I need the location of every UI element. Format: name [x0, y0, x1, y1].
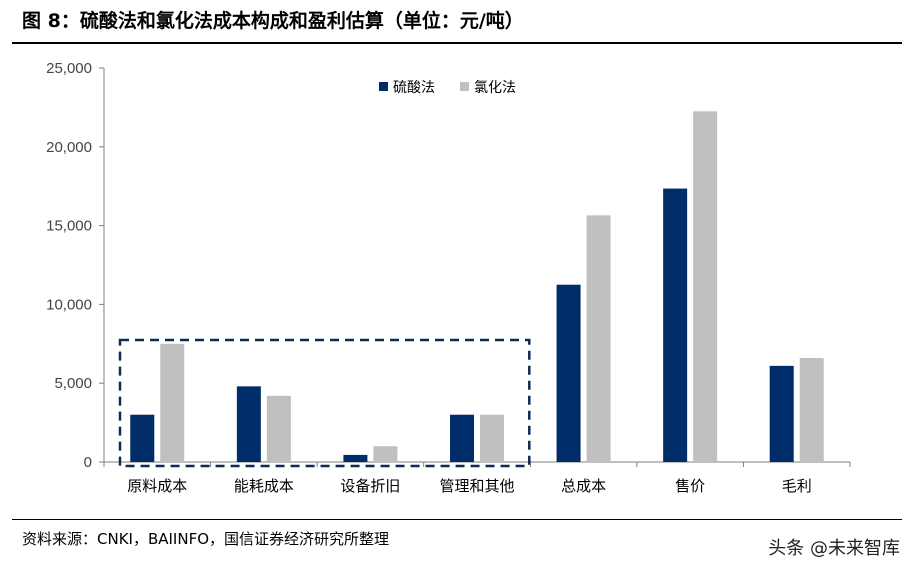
y-tick-label: 15,000: [46, 218, 92, 235]
bar-series2: [373, 446, 398, 462]
bar-series2: [586, 215, 611, 462]
bar-series1: [130, 414, 155, 462]
x-category-label: 管理和其他: [439, 477, 514, 495]
bar-series1: [343, 454, 368, 462]
bar-series1: [450, 414, 474, 462]
x-category-label: 原料成本: [127, 477, 187, 495]
x-category-label: 总成本: [561, 477, 606, 495]
bar-series1: [663, 188, 688, 462]
bar-series1: [236, 386, 261, 462]
bar-series2: [799, 357, 824, 462]
bar-series1: [769, 365, 794, 462]
y-tick-label: 20,000: [46, 139, 92, 156]
y-tick-label: 10,000: [46, 296, 92, 313]
bar-chart: 0 5,000 10,000 15,000 20,000 25,000 原料成本 能耗成本 设备…: [46, 60, 851, 495]
source-note: 资料来源：CNKI，BAIINFO，国信证券经济研究所整理: [22, 530, 390, 548]
bar-series2: [480, 414, 504, 462]
y-tick-label: 0: [84, 454, 92, 471]
legend-swatch: [460, 82, 469, 91]
bar-series2: [693, 111, 718, 462]
x-category-label: 能耗成本: [234, 477, 294, 495]
watermark: 头条 @未来智库: [768, 538, 900, 559]
y-tick-label: 25,000: [46, 60, 92, 77]
legend-swatch: [379, 82, 388, 91]
x-category-label: 设备折旧: [340, 477, 400, 495]
x-category-label: 售价: [675, 477, 705, 495]
bar-series2: [160, 343, 185, 462]
y-tick-label: 5,000: [54, 375, 92, 392]
legend-label: 硫酸法: [393, 80, 435, 96]
footer-rule: [12, 519, 902, 520]
chart-title: 图 8：硫酸法和氯化法成本构成和盈利估算（单位：元/吨）: [22, 10, 524, 32]
bar-series1: [556, 284, 581, 462]
bar-series2: [266, 395, 291, 462]
highlight-box: [118, 338, 531, 468]
x-category-label: 毛利: [782, 477, 812, 495]
title-rule: [12, 42, 902, 44]
legend-label: 氯化法: [474, 80, 516, 96]
